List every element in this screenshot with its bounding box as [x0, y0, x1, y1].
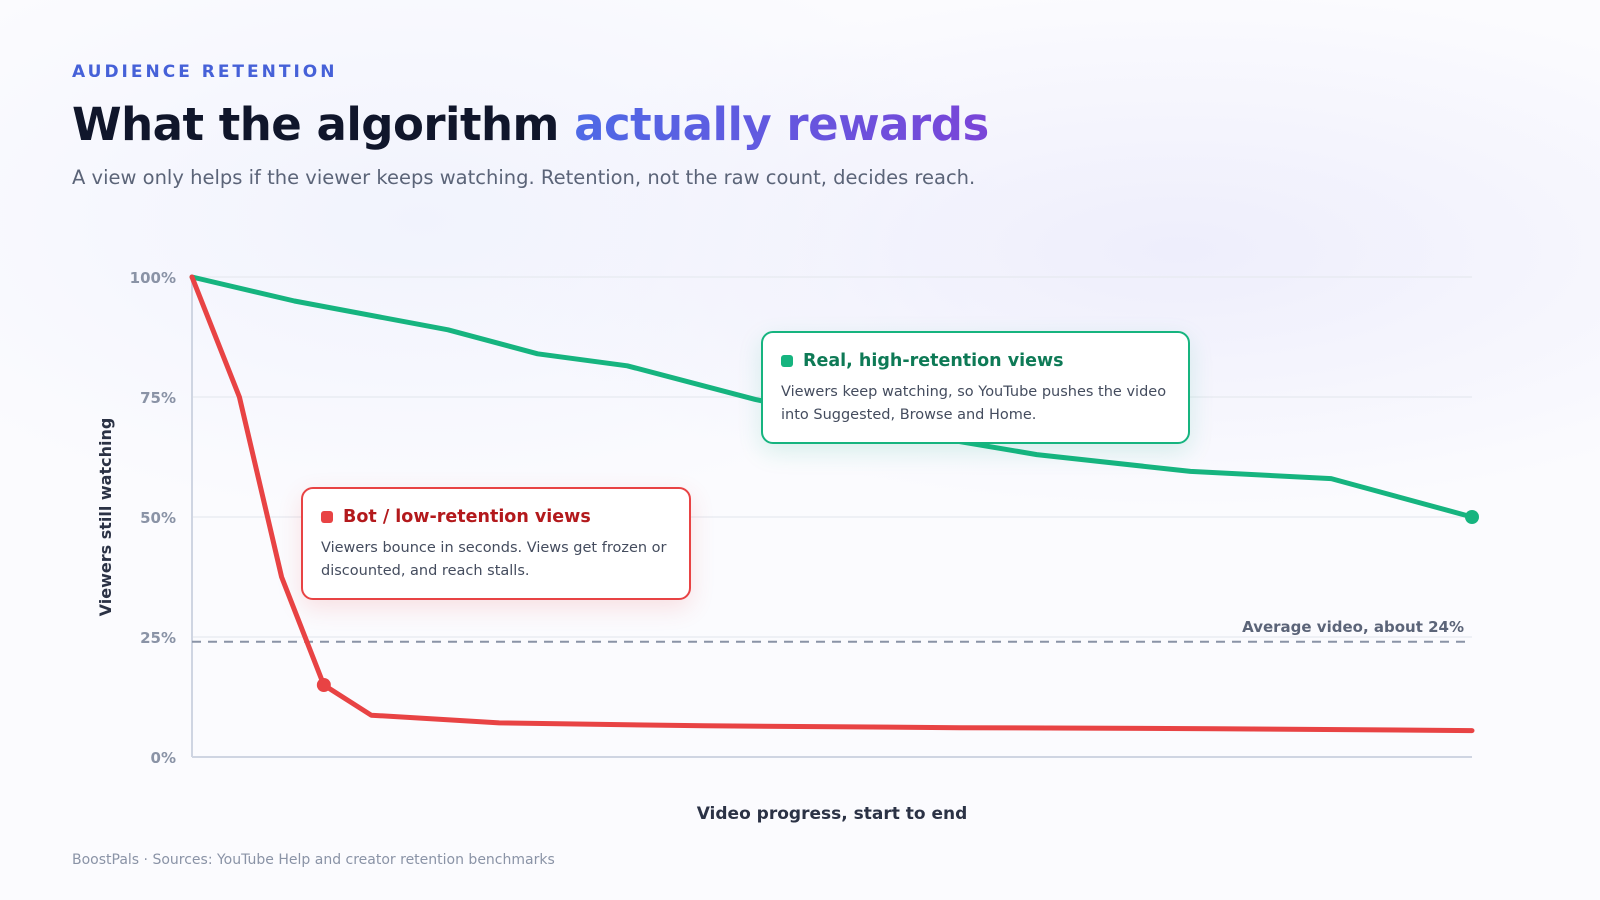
real-legend-swatch [781, 355, 793, 367]
bot-marker-point [316, 678, 331, 692]
average-reference-label: Average video, about 24% [1242, 618, 1464, 636]
y-tick-label: 0% [151, 749, 176, 767]
bot-retention-line [189, 274, 1475, 734]
source-footer: BoostPals · Sources: YouTube Help and cr… [72, 852, 555, 868]
eyebrow-label: AUDIENCE RETENTION [72, 62, 338, 82]
bot-views-callout-body: Viewers bounce in seconds. Views get fro… [321, 540, 667, 579]
page-title: What the algorithm actually rewards [72, 98, 989, 151]
bot-legend-swatch [321, 511, 333, 523]
real-views-callout-title: Real, high-retention views [803, 351, 1064, 371]
page-subtitle: A view only helps if the viewer keeps wa… [72, 166, 976, 189]
real-views-callout-header: Real, high-retention views [781, 351, 1170, 371]
reference-group: Average video, about 24% [192, 618, 1472, 643]
real-marker-point [1465, 510, 1479, 524]
series-group [189, 274, 1479, 734]
bot-views-callout-title: Bot / low-retention views [343, 507, 591, 527]
y-axis-label: Viewers still watching [96, 418, 115, 617]
title-main: What the algorithm [72, 98, 575, 151]
real-views-callout-body: Viewers keep watching, so YouTube pushes… [781, 384, 1167, 423]
y-tick-label: 25% [140, 629, 176, 647]
x-axis-label: Video progress, start to end [697, 804, 968, 824]
y-tick-labels: 0% 25% 50% 75% 100% [130, 269, 176, 767]
real-retention-line [189, 274, 1475, 520]
y-tick-label: 75% [140, 389, 176, 407]
bot-views-callout-header: Bot / low-retention views [321, 507, 671, 527]
y-tick-label: 100% [130, 269, 176, 287]
title-accent: actually rewards [574, 98, 989, 151]
y-tick-label: 50% [140, 509, 176, 527]
real-views-callout: Real, high-retention views Viewers keep … [761, 331, 1190, 444]
bot-views-callout: Bot / low-retention views Viewers bounce… [301, 487, 691, 600]
